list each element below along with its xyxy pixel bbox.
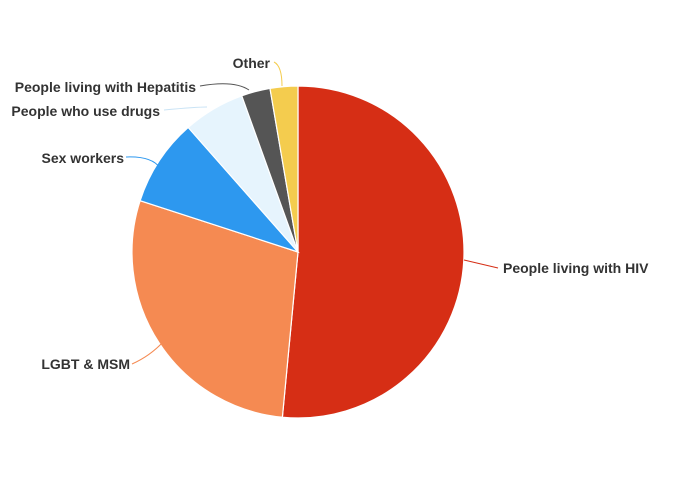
slice-hiv [281,85,465,419]
leader-lgbt-msm [131,341,164,365]
label-lgbt-msm: LGBT & MSM [41,356,130,372]
label-other: Other [233,55,271,71]
leader-lines [125,61,499,365]
slice-labels: People living with HIV LGBT & MSM Sex wo… [11,55,649,372]
leader-sex-workers [125,156,161,169]
label-people-living-with-hepatitis: People living with Hepatitis [15,79,196,95]
label-sex-workers: Sex workers [42,150,125,166]
leader-hepatitis [199,83,250,91]
label-people-who-use-drugs: People who use drugs [11,103,160,119]
leader-other [273,61,283,87]
label-people-living-with-hiv: People living with HIV [503,260,649,276]
slice-lgbt-msm [131,199,299,418]
leader-drugs [163,106,208,111]
leader-hiv [463,259,499,269]
slice-sex-workers [139,126,300,254]
pie-slices [131,85,465,419]
slice-other [269,85,299,253]
